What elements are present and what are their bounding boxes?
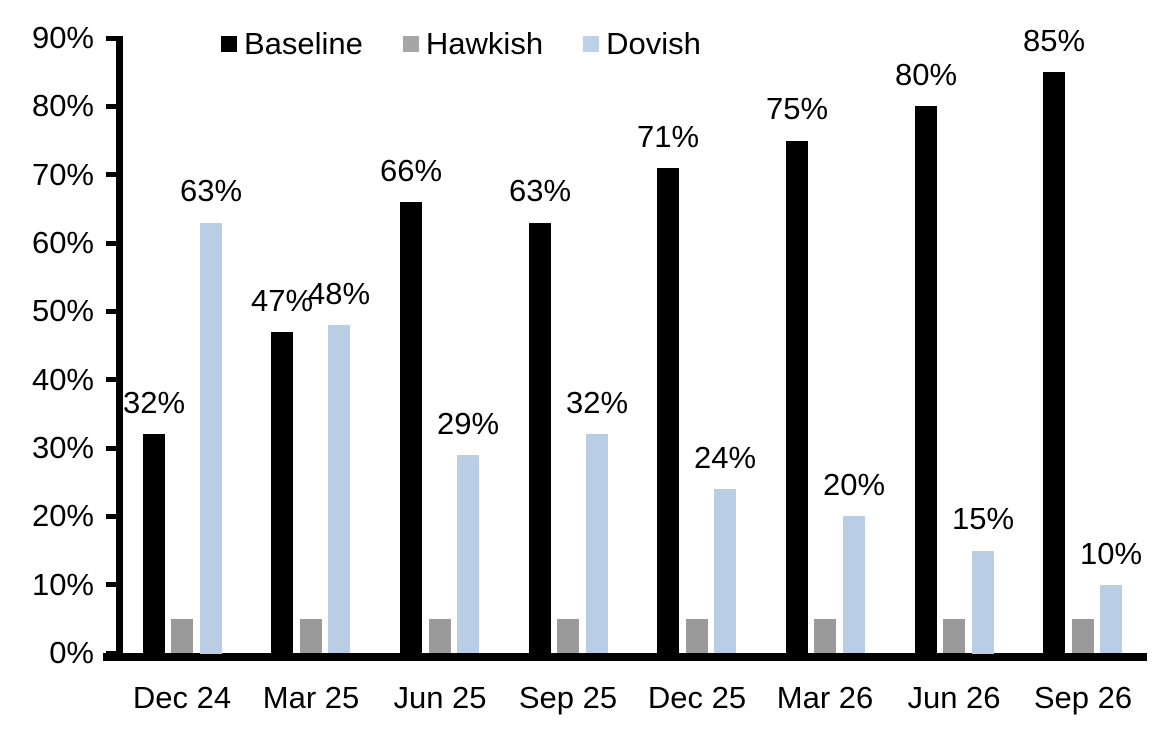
bar-hawkish [429,619,451,653]
legend-label: Baseline [244,26,363,61]
bar-baseline [657,168,679,653]
y-tick-label: 60% [31,225,94,260]
legend-item-dovish: Dovish [583,27,701,61]
bar-value-label: 48% [307,276,371,311]
bar-baseline [1043,72,1065,653]
bar-dovish [1100,585,1122,653]
bar-value-label: 29% [436,406,500,441]
bar-baseline [915,106,937,653]
bar-dovish [714,489,736,653]
bar-hawkish [686,619,708,653]
y-tick-label: 30% [31,430,94,465]
bar-baseline [400,202,422,653]
y-axis-tick [106,377,116,382]
legend-swatch-icon [221,36,237,52]
bar-value-label: 63% [179,173,243,208]
legend-swatch-icon [583,36,600,52]
y-axis-tick [106,651,116,656]
bar-value-label: 15% [951,501,1015,536]
bar-baseline [529,223,551,654]
y-tick-label: 90% [31,20,94,55]
bar-hawkish [300,619,322,653]
y-axis-tick [106,309,116,314]
y-tick-label: 50% [31,293,94,328]
bar-hawkish [171,619,193,653]
y-axis-tick [106,36,116,41]
chart-legend: Baseline Hawkish Dovish [221,27,701,61]
x-axis-label: Jun 25 [393,680,487,715]
bar-value-label: 32% [565,385,629,420]
legend-label: Hawkish [425,26,544,61]
bar-value-label: 85% [1022,23,1086,58]
legend-label: Dovish [606,26,701,61]
y-axis-tick [106,104,116,109]
legend-swatch-icon [402,36,419,52]
y-axis-line [116,36,123,661]
bar-value-label: 20% [822,467,886,502]
bar-hawkish [1072,619,1094,653]
bar-value-label: 32% [122,385,186,420]
y-tick-label: 0% [49,635,94,670]
bar-value-label: 24% [693,440,757,475]
y-axis-tick [106,514,116,519]
x-axis-label: Mar 25 [262,680,360,715]
bar-dovish [586,434,608,653]
bar-hawkish [814,619,836,653]
bar-value-label: 47% [250,283,314,318]
legend-item-baseline: Baseline [221,27,363,61]
bar-dovish [972,551,994,654]
bar-hawkish [557,619,579,653]
bar-value-label: 63% [508,173,572,208]
y-tick-label: 40% [31,362,94,397]
bar-baseline [271,332,293,653]
y-axis-tick [106,241,116,246]
bar-value-label: 10% [1079,536,1143,571]
legend-item-hawkish: Hawkish [402,26,544,61]
y-tick-label: 70% [31,157,94,192]
bar-value-label: 80% [894,57,958,92]
x-axis-label: Jun 26 [907,680,1001,715]
y-axis-tick [106,582,116,587]
x-axis-line [103,653,1147,661]
y-axis-tick [106,172,116,177]
bar-baseline [143,434,165,653]
bar-value-label: 66% [379,153,443,188]
bar-baseline [786,141,808,654]
bar-hawkish [943,619,965,653]
bar-dovish [843,516,865,653]
y-tick-label: 20% [31,498,94,533]
x-axis-label: Sep 26 [1033,680,1133,715]
x-axis-label: Mar 26 [776,680,874,715]
y-tick-label: 80% [31,88,94,123]
bar-dovish [200,223,222,654]
x-axis-label: Sep 25 [518,680,618,715]
y-tick-label: 10% [31,567,94,602]
bar-dovish [457,455,479,653]
x-axis-label: Dec 25 [647,680,747,715]
bar-value-label: 75% [765,91,829,126]
bar-value-label: 71% [636,119,700,154]
y-axis-tick [106,446,116,451]
x-axis-label: Dec 24 [132,680,232,715]
bar-dovish [328,325,350,653]
